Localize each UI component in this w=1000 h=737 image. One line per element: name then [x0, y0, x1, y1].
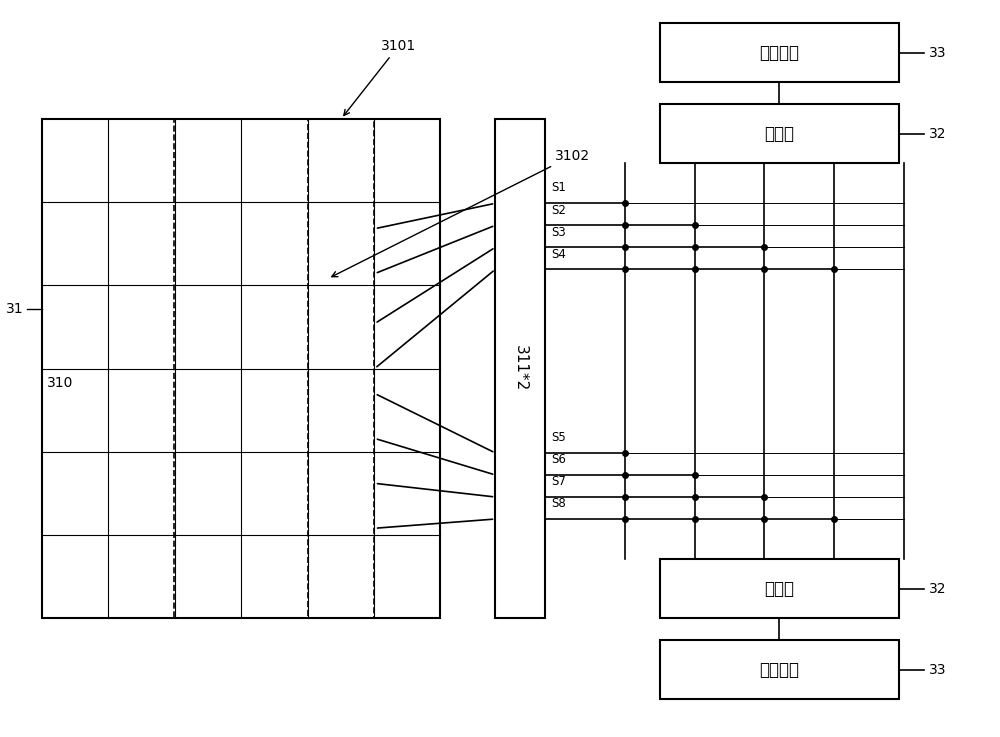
- Bar: [660, 24, 899, 82]
- Text: 计时电路: 计时电路: [759, 43, 799, 62]
- Text: 310: 310: [47, 376, 73, 390]
- Text: S1: S1: [551, 181, 566, 195]
- Text: S2: S2: [551, 203, 566, 217]
- Text: S3: S3: [551, 226, 566, 239]
- Text: 3101: 3101: [344, 39, 416, 116]
- Text: S8: S8: [551, 497, 566, 510]
- Text: S4: S4: [551, 248, 566, 261]
- Bar: [660, 640, 899, 699]
- Text: 计时电路: 计时电路: [759, 660, 799, 679]
- Text: 解码器: 解码器: [764, 125, 794, 142]
- Text: S5: S5: [551, 431, 566, 444]
- Bar: [308, 119, 374, 618]
- Text: 3102: 3102: [332, 149, 590, 276]
- Text: 311*2: 311*2: [513, 346, 528, 391]
- Bar: [42, 119, 440, 618]
- Bar: [660, 559, 899, 618]
- Bar: [495, 119, 545, 618]
- Text: 31: 31: [6, 301, 24, 315]
- Text: S7: S7: [551, 475, 566, 488]
- Text: 32: 32: [929, 581, 946, 595]
- Text: 32: 32: [929, 127, 946, 141]
- Text: S6: S6: [551, 453, 566, 466]
- Text: 33: 33: [929, 663, 946, 677]
- Bar: [42, 119, 174, 618]
- Bar: [660, 104, 899, 163]
- Text: 解码器: 解码器: [764, 580, 794, 598]
- Text: 33: 33: [929, 46, 946, 60]
